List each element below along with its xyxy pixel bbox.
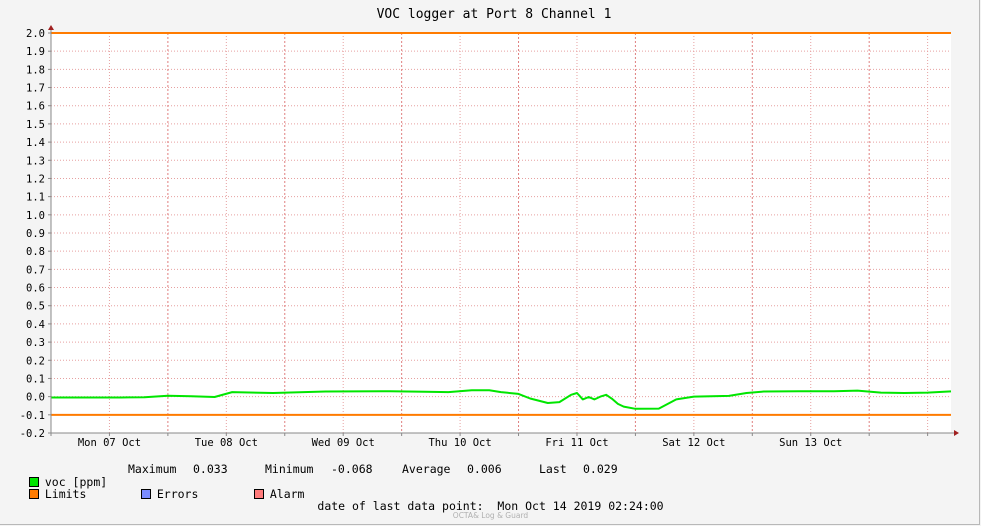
legend-alarm: Alarm [240,475,304,501]
y-tick-label: 0.2 [26,355,45,367]
legend-last-label: Last [539,462,567,476]
legend-row-stats: voc [ppm] [15,463,107,489]
y-tick-label: 1.2 [26,173,45,185]
y-tick-label: 0.3 [26,337,45,349]
y-axis-arrow-icon [48,25,54,30]
y-tick-label: 2.0 [26,28,45,40]
x-tick-labels: Mon 07 Oct Tue 08 Oct Wed 09 Oct Thu 10 Oct… [78,437,843,449]
y-tick-label: 0.5 [26,301,45,313]
y-tick-label: 0.7 [26,264,45,276]
grid [48,32,951,434]
footer-label: date of last data point: [317,499,484,513]
chart: VOC logger at Port 8 Channel 1 2.0 1.9 1.8… [20,7,959,449]
y-tick-label: 1.5 [26,119,45,131]
x-axis-arrow-icon [954,430,959,436]
series-layer [51,389,952,410]
y-tick-label: 1.9 [26,46,45,58]
x-tick-label: Wed 09 Oct [312,437,375,449]
legend-max-label: Maximum [128,462,177,476]
legend-errors: Errors [127,475,198,501]
y-tick-label: 0.0 [26,392,45,404]
alarm-swatch-icon [253,488,264,499]
chart-title: VOC logger at Port 8 Channel 1 [377,7,612,22]
limit-lines [51,32,951,416]
y-tick-label: 1.0 [26,210,45,222]
y-tick-labels: 2.0 1.9 1.8 1.7 1.6 1.5 1.4 1.3 1.2 1.1 1.0 0.9 0.8 0… [20,28,45,440]
y-tick-label: 1.7 [26,83,45,95]
y-tick-label: -0.2 [20,428,45,440]
y-tick-label: 1.1 [26,192,45,204]
y-tick-label: -0.1 [20,410,45,422]
legend-avg-label: Average [402,462,451,476]
y-tick-label: 0.6 [26,283,45,295]
y-tick-label: 1.8 [26,64,45,76]
legend-max-value: 0.033 [193,462,228,476]
footer-value: Mon Oct 14 2019 02:24:00 [497,499,664,513]
x-tick-label: Tue 08 Oct [195,437,258,449]
legend-voc-label: voc [ppm] [44,475,108,489]
limits-swatch-icon [28,488,39,499]
axes [48,25,959,436]
last-data-point: date of last data point: Mon Oct 14 2019… [0,499,981,513]
y-tick-label: 0.9 [26,228,45,240]
y-tick-label: 0.8 [26,246,45,258]
series-line-voc [51,389,952,410]
legend-alarm-label: Alarm [269,487,305,501]
legend-avg-value: 0.006 [467,462,502,476]
y-tick-label: 0.1 [26,373,45,385]
legend-last-value: 0.029 [583,462,618,476]
x-tick-label: Sat 12 Oct [662,437,725,449]
y-tick-label: 0.4 [26,319,45,331]
x-tick-label: Mon 07 Oct [78,437,141,449]
errors-swatch-icon [140,488,151,499]
legend-row-status: Limits [15,475,86,501]
x-tick-label: Sun 13 Oct [779,437,842,449]
y-tick-label: 1.4 [26,137,45,149]
y-tick-label: 1.3 [26,155,45,167]
legend-limits-label: Limits [44,487,87,501]
y-tick-label: 1.6 [26,101,45,113]
watermark: OCTA& Log & Guard [452,511,529,520]
legend-min-value: -0.068 [331,462,373,476]
x-tick-label: Thu 10 Oct [428,437,491,449]
legend-errors-label: Errors [156,487,199,501]
x-tick-label: Fri 11 Oct [545,437,608,449]
voc-swatch-icon [28,476,39,487]
legend-min-label: Minimum [265,462,314,476]
